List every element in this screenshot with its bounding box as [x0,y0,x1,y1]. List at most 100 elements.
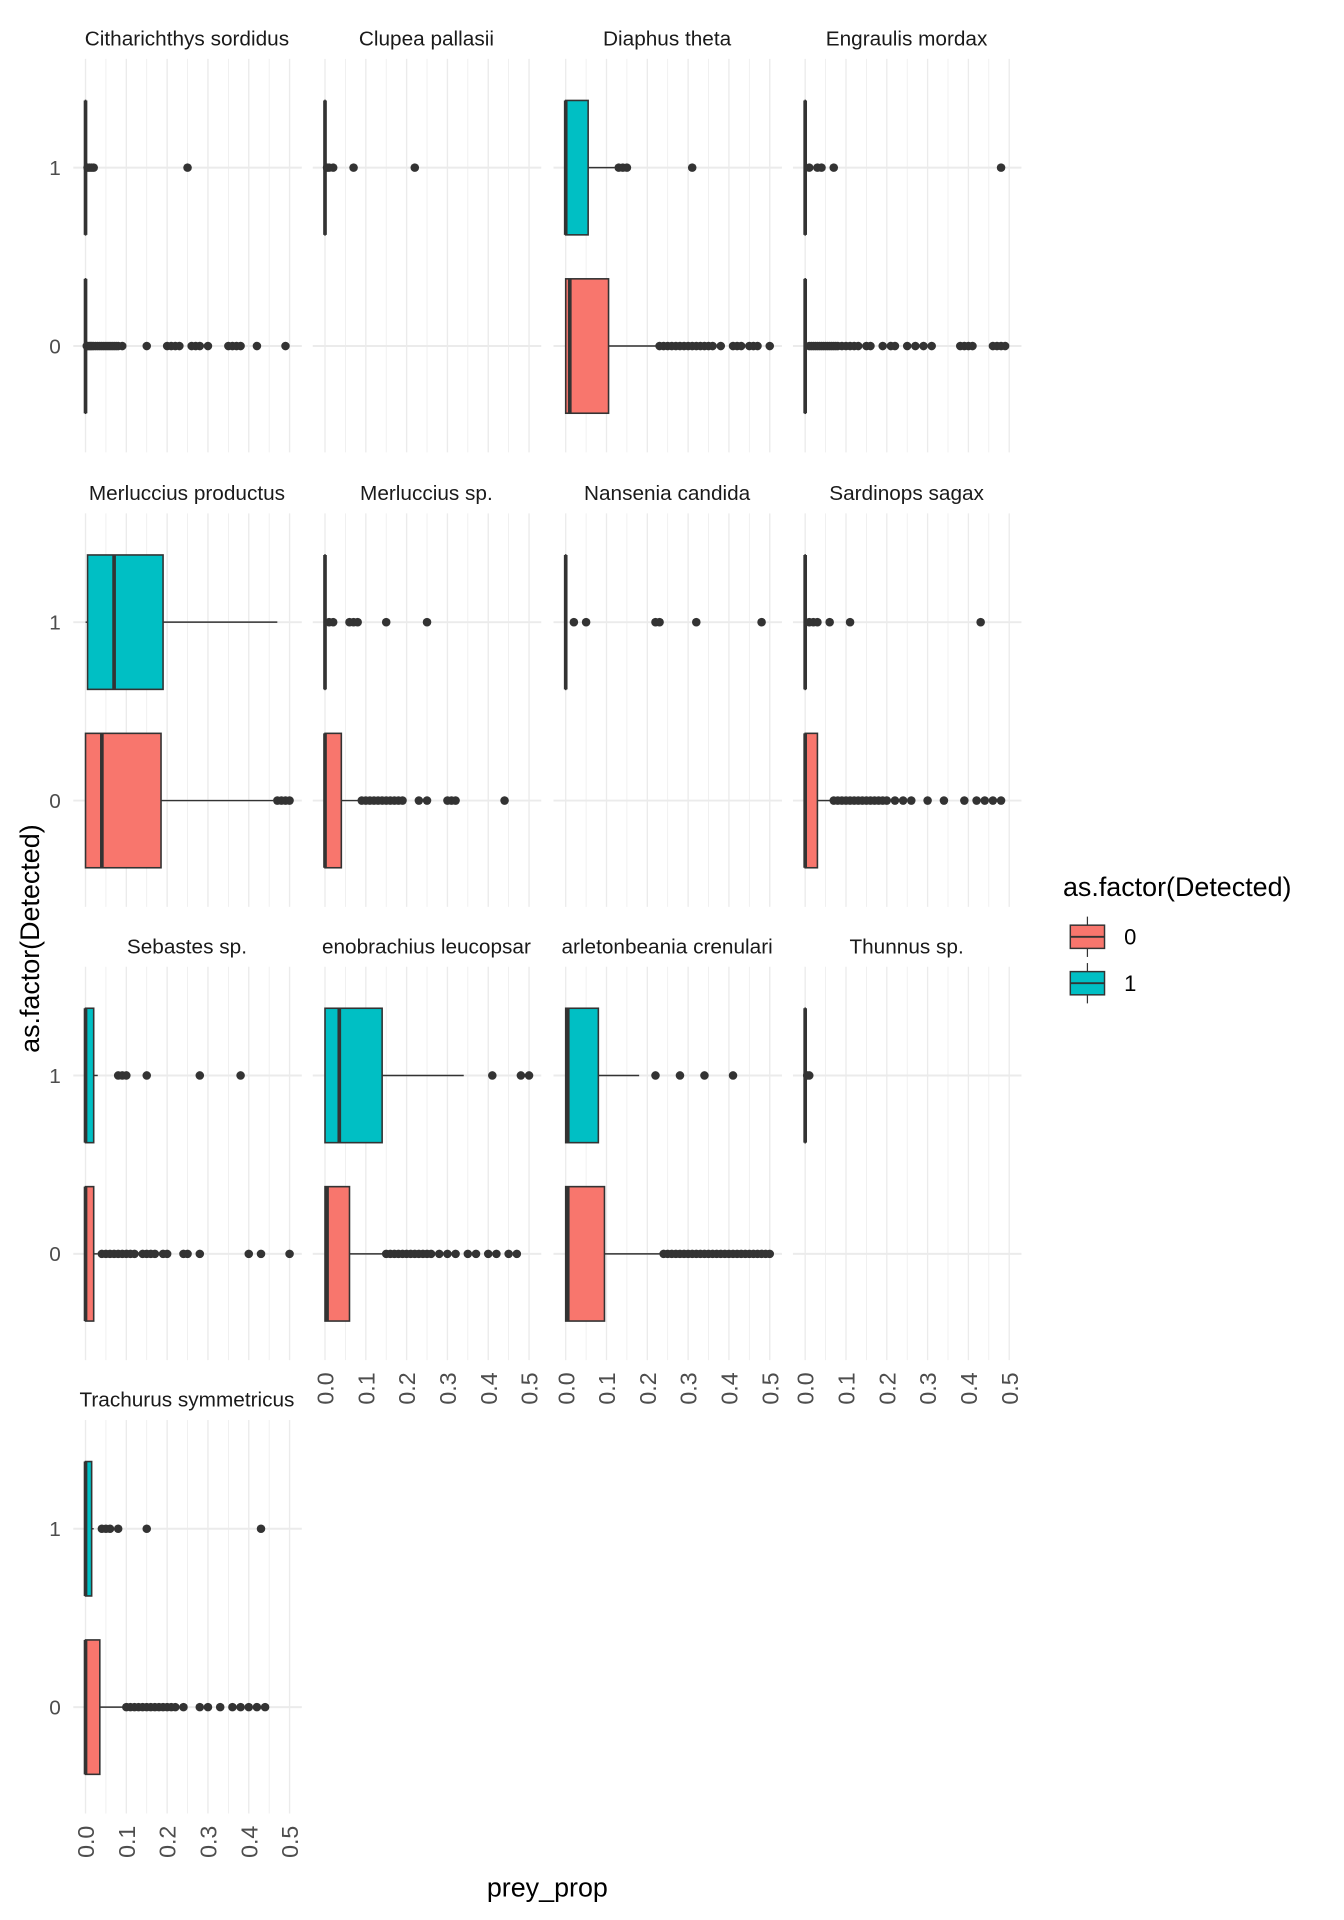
panel-title: Sebastes sp. [127,935,247,958]
outlier-point [700,1071,709,1080]
outlier-point [195,1249,205,1259]
outlier-point [381,617,391,627]
x-tick-label: 0.1 [594,1372,620,1404]
outlier-point [215,1702,225,1712]
x-tick-label: 0.0 [313,1372,339,1404]
outlier-point [281,341,290,351]
boxplot-group-0 [83,1639,270,1776]
outlier-point [183,163,192,172]
x-tick-label: 0.5 [757,1372,783,1404]
outlier-point [483,1249,493,1259]
panel: Diaphus theta [553,27,782,453]
outlier-point [753,341,762,351]
outlier-point [492,1249,501,1259]
outlier-point [113,1524,123,1534]
y-tick-label: 1 [49,611,61,634]
panel: Merluccius sp. [312,482,542,907]
x-tick-label: 0.4 [716,1372,742,1404]
outlier-point [463,1249,473,1259]
outlier-point [89,163,98,172]
outlier-point [260,1702,270,1712]
outlier-point [228,1702,237,1712]
boxplot-group-0 [83,1185,294,1322]
outlier-point [939,796,949,805]
panel: enobrachius leucopsar 0.0 0.1 0.2 0.3 0.4 0.5 [313,935,543,1404]
outlier-point [923,796,932,805]
outlier-point [882,796,892,805]
boxplot-group-1 [803,99,1006,236]
outlier-point [825,617,834,627]
panel-title: Merluccius productus [89,482,285,505]
outlier-point [353,617,362,627]
box [324,1185,351,1322]
outlier-point [845,617,855,627]
panel-title: Merluccius sp. [360,482,493,505]
panel: Citharichthys sordidus 1 0 [49,27,302,453]
outlier-point [911,341,920,351]
panel-title: Sardinops sagax [829,482,984,505]
outlier-point [183,1249,192,1259]
panel-title: Nansenia candida [584,482,751,505]
box [564,1007,600,1144]
panel-title: arletonbeania crenulari [561,935,772,958]
outlier-point [804,1071,814,1080]
outlier-point [890,341,900,351]
panel-title: Thunnus sp. [849,935,963,958]
outlier-point [130,1249,139,1259]
y-tick-label: 1 [49,157,61,180]
outlier-point [162,1249,172,1259]
x-axis-title: prey_prop [487,1873,608,1903]
outlier-point [422,796,432,805]
y-tick-label: 0 [49,1696,61,1719]
outlier-point [142,1071,152,1080]
outlier-point [195,1071,205,1080]
boxplot-group-1 [83,99,192,236]
x-tick-label: 0.3 [915,1372,941,1404]
box [86,554,164,691]
outlier-point [866,341,875,351]
outlier-point [765,1249,775,1259]
boxplot-group-1 [85,554,278,691]
outlier-point [105,1524,115,1534]
x-tick-label: 0.0 [73,1826,99,1858]
outlier-point [117,341,127,351]
outlier-point [122,1071,131,1080]
panel: Engraulis mordax [792,27,1022,453]
outlier-point [504,1249,513,1259]
y-tick-label: 0 [49,335,61,358]
outlier-point [434,1249,444,1259]
boxplot-group-0 [82,278,290,415]
panel-title: Engraulis mordax [826,27,988,50]
outlier-point [195,341,205,351]
y-tick-label: 1 [49,1518,61,1541]
outlier-point [171,1702,180,1712]
x-tick-label: 0.2 [874,1372,900,1404]
outlier-point [244,1702,254,1712]
outlier-point [972,796,981,805]
legend-label-1: 1 [1124,971,1136,996]
outlier-point [328,617,338,627]
legend-label-0: 0 [1124,925,1136,950]
outlier-point [195,1702,205,1712]
outlier-point [651,1071,660,1080]
boxplot-group-0 [84,732,294,869]
outlier-point [804,163,814,172]
boxplot-group-1 [564,1007,738,1144]
y-tick-label: 0 [49,790,61,813]
x-tick-label: 0.1 [114,1826,140,1858]
outlier-point [1000,341,1010,351]
outlier-point [692,617,701,627]
x-tick-label: 0.4 [956,1372,982,1404]
outlier-point [996,163,1006,172]
outlier-point [512,1249,522,1259]
box [324,732,343,869]
outlier-point [471,1249,481,1259]
y-tick-label: 1 [49,1065,61,1088]
panel: Nansenia candida [553,482,782,907]
box [324,1007,383,1144]
outlier-point [765,341,775,351]
outlier-point [203,1702,213,1712]
boxplot-group-0 [564,278,775,415]
